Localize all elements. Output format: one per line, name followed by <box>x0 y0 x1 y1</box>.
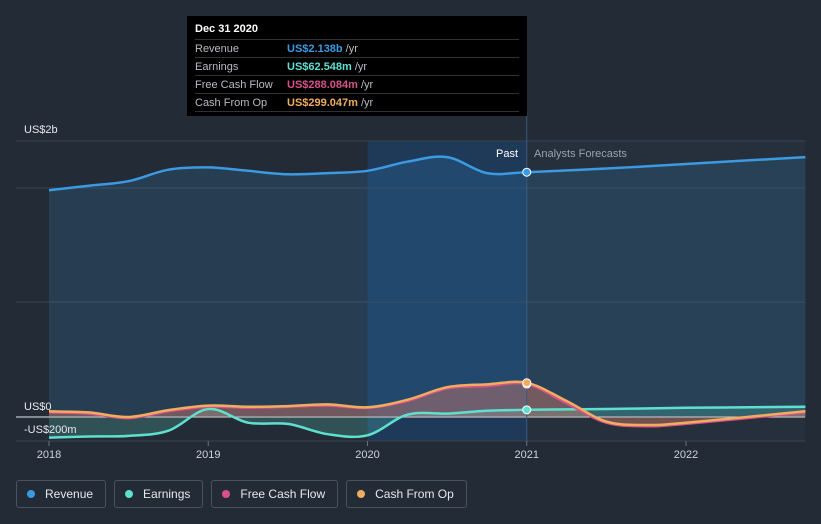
gridlines <box>16 140 805 442</box>
legend: Revenue Earnings Free Cash Flow Cash Fro… <box>16 480 467 508</box>
legend-label: Revenue <box>45 487 94 501</box>
tooltip: Dec 31 2020 Revenue US$2.138b /yr Earnin… <box>187 16 527 116</box>
cash-from-op-line <box>48 380 806 427</box>
highlight-band <box>367 141 527 441</box>
free-cash-flow-dot-icon <box>222 490 231 498</box>
legend-label: Cash From Op <box>375 487 454 501</box>
tooltip-row-cash-from-op: Cash From Op US$299.047m /yr <box>195 93 519 112</box>
tooltip-row-value: US$299.047m <box>287 96 358 109</box>
tooltip-row-label: Cash From Op <box>195 96 268 109</box>
x-tick-label: 2022 <box>674 449 698 461</box>
x-tick-label: 2021 <box>515 449 539 461</box>
earnings-marker <box>522 405 532 415</box>
legend-item-revenue[interactable]: Revenue <box>16 480 107 508</box>
tooltip-row-unit: /yr <box>360 96 374 109</box>
x-tick-label: 2020 <box>355 449 379 461</box>
tooltip-row-unit: /yr <box>345 42 358 55</box>
y-label-top: US$2b <box>24 124 58 136</box>
forecast-band <box>526 141 805 441</box>
earnings-line <box>48 405 806 439</box>
revenue-line <box>48 155 806 192</box>
tooltip-row-label: Earnings <box>195 60 239 73</box>
y-label-bottom: -US$200m <box>24 424 77 436</box>
tooltip-row-value: US$62.548m <box>287 60 352 73</box>
legend-item-earnings[interactable]: Earnings <box>114 480 204 508</box>
earnings-dot-icon <box>125 490 134 498</box>
tooltip-row-unit: /yr <box>360 78 374 91</box>
past-label: Past <box>496 148 518 160</box>
tooltip-row-value: US$288.084m <box>287 78 358 91</box>
tooltip-row-value: US$2.138b <box>287 42 343 55</box>
series-areas <box>49 156 806 438</box>
legend-label: Earnings <box>143 487 191 501</box>
x-tick-label: 2018 <box>37 449 61 461</box>
x-tick-label: 2019 <box>196 449 220 461</box>
revenue-dot-icon <box>27 490 35 498</box>
earnings-area <box>49 406 806 438</box>
y-label-zero: US$0 <box>24 401 52 413</box>
cash-from-op-dot-icon <box>357 490 366 498</box>
legend-item-free-cash-flow[interactable]: Free Cash Flow <box>211 480 339 508</box>
legend-item-cash-from-op[interactable]: Cash From Op <box>346 480 467 508</box>
tooltip-row-free-cash-flow: Free Cash Flow US$288.084m /yr <box>195 75 519 93</box>
revenue-marker <box>522 167 532 177</box>
forecast-label: Analysts Forecasts <box>534 148 627 160</box>
free-cash-flow-area <box>49 383 806 427</box>
cash-from-op-marker <box>522 378 532 388</box>
tooltip-date: Dec 31 2020 <box>195 23 258 35</box>
tooltip-row-label: Revenue <box>195 42 240 55</box>
legend-label: Free Cash Flow <box>240 487 326 501</box>
x-axis-ticks: 2018 2019 2020 2021 2022 <box>37 441 698 461</box>
series-lines <box>48 155 806 439</box>
tooltip-row-label: Free Cash Flow <box>195 78 273 91</box>
series-markers <box>522 167 532 415</box>
tooltip-row-unit: /yr <box>354 60 368 73</box>
tooltip-row-earnings: Earnings US$62.548m /yr <box>195 57 519 75</box>
tooltip-row-revenue: Revenue US$2.138b /yr <box>195 39 519 57</box>
cash-from-op-area <box>49 381 806 426</box>
revenue-area <box>49 156 806 417</box>
